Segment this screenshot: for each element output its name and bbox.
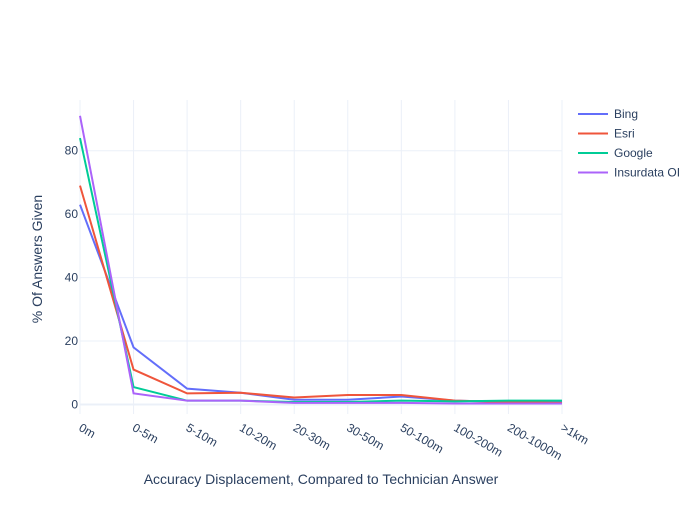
legend-label: Insurdata OI xyxy=(614,166,680,180)
legend-label: Bing xyxy=(614,107,638,121)
x-axis-title: Accuracy Displacement, Compared to Techn… xyxy=(144,471,499,487)
y-tick-label: 20 xyxy=(65,334,79,348)
y-tick-label: 0 xyxy=(71,397,78,411)
series-line-insurdata-oi xyxy=(79,115,562,405)
legend-item[interactable]: Google xyxy=(578,146,653,160)
legend-label: Google xyxy=(614,146,653,160)
legend-item[interactable]: Insurdata OI xyxy=(578,166,680,180)
x-tick-label: 20-30m xyxy=(291,420,333,452)
x-tick-label: 30-50m xyxy=(344,420,386,452)
y-tick-label: 80 xyxy=(65,144,79,158)
x-tick-label: 50-100m xyxy=(398,420,446,456)
y-axis-title: % Of Answers Given xyxy=(29,195,45,323)
legend-item[interactable]: Bing xyxy=(578,107,638,121)
legend-label: Esri xyxy=(614,127,635,141)
x-tick-label: 200-1000m xyxy=(505,420,565,462)
x-tick-label: >1km xyxy=(559,420,592,447)
x-tick-label: 100-200m xyxy=(451,420,505,459)
legend-item[interactable]: Esri xyxy=(578,127,635,141)
x-tick-label: 5-10m xyxy=(184,420,220,449)
y-tick-label: 40 xyxy=(65,271,79,285)
x-tick-label: 10-20m xyxy=(237,420,279,452)
y-tick-label: 60 xyxy=(65,207,79,221)
x-tick-label: 0-5m xyxy=(130,420,161,446)
series-line-esri xyxy=(79,185,563,404)
series-line-bing xyxy=(79,204,562,403)
x-tick-label: 0m xyxy=(77,420,98,440)
